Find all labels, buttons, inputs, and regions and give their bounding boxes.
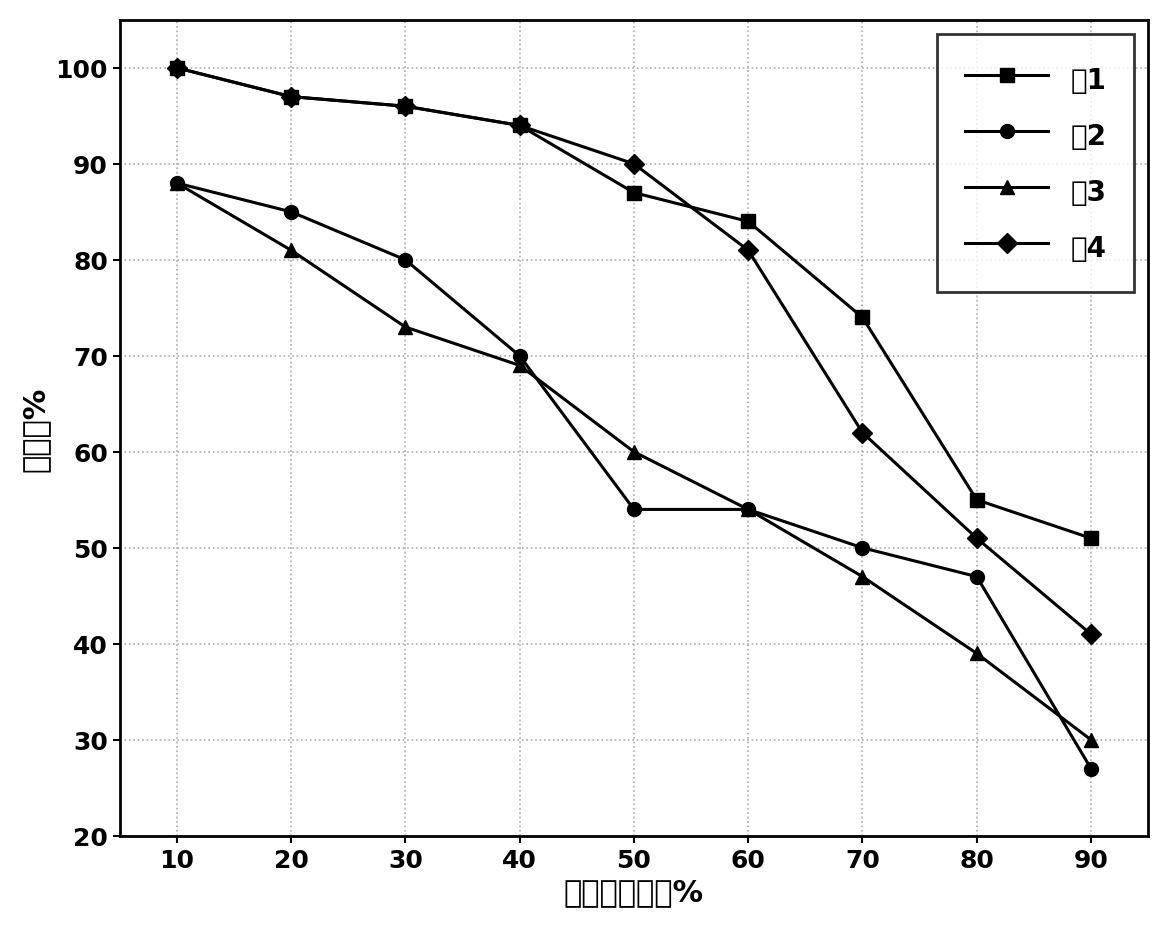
屲1 <box>284 92 298 103</box>
Legend: 屲1, 屲2, 屲3, 屲4: 屲1, 屲2, 屲3, 屲4 <box>938 34 1134 292</box>
Line: 屲1: 屲1 <box>170 62 1098 546</box>
Line: 屲4: 屲4 <box>170 62 1098 641</box>
屲2 <box>399 255 413 266</box>
屲4 <box>1084 629 1098 640</box>
Y-axis label: 正确率%: 正确率% <box>21 386 50 471</box>
屲4 <box>170 63 184 74</box>
屲2 <box>970 571 984 582</box>
屲1 <box>170 63 184 74</box>
屲4 <box>399 102 413 113</box>
屲2 <box>170 178 184 189</box>
屲1 <box>513 121 527 132</box>
屲4 <box>627 159 641 171</box>
屲1 <box>970 495 984 506</box>
屲3 <box>399 322 413 333</box>
屲3 <box>1084 734 1098 745</box>
屲1 <box>399 102 413 113</box>
屲2 <box>741 504 755 515</box>
屲4 <box>970 533 984 544</box>
X-axis label: 检测样本数量%: 检测样本数量% <box>563 877 704 907</box>
屲2 <box>1084 763 1098 774</box>
屲4 <box>513 121 527 132</box>
屲2 <box>284 207 298 218</box>
屲4 <box>741 246 755 257</box>
Line: 屲3: 屲3 <box>170 177 1098 747</box>
屲3 <box>970 648 984 659</box>
屲1 <box>627 188 641 199</box>
屲4 <box>856 427 870 438</box>
屲1 <box>856 312 870 324</box>
屲3 <box>284 246 298 257</box>
Line: 屲2: 屲2 <box>170 177 1098 776</box>
屲3 <box>856 571 870 582</box>
屲2 <box>513 351 527 362</box>
屲1 <box>1084 533 1098 544</box>
屲3 <box>627 447 641 458</box>
屲2 <box>856 542 870 553</box>
屲1 <box>741 217 755 228</box>
屲3 <box>513 361 527 372</box>
屲3 <box>741 504 755 515</box>
屲4 <box>284 92 298 103</box>
屲2 <box>627 504 641 515</box>
屲3 <box>170 178 184 189</box>
